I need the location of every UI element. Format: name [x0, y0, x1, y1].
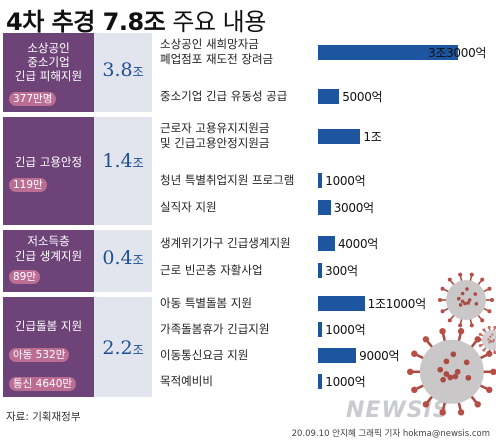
bar-value-label: 3000억: [333, 201, 374, 215]
amount-unit: 조: [132, 253, 144, 267]
bar: [318, 200, 331, 215]
item-label: 중소기업 긴급 유동성 공급: [160, 88, 288, 103]
source-note: 자료: 기획재정부: [6, 411, 81, 423]
group-panel-3: 저소득층 긴급 생계지원 89만 0.4조 생계위기가구 긴급생계지원 근로 빈곤층 자활…: [3, 230, 316, 292]
bar-value-label: 3조3000억: [428, 46, 487, 60]
group-panel-1: 소상공인 중소기업 긴급 피해지원 377만명 3.8조 소상공인 새희망자금 폐업점포 재…: [3, 33, 316, 112]
amount-number: 3.8: [102, 59, 133, 81]
bar-value-label: 4000억: [337, 237, 379, 251]
bar: [318, 263, 322, 278]
amount-unit: 조: [132, 343, 144, 357]
people-badge: 377만명: [9, 92, 57, 106]
bar: [318, 348, 357, 363]
category-name: 긴급 피해지원: [14, 69, 83, 83]
newsis-logo: NEWSIS: [346, 398, 450, 423]
bar-value-label: 300억: [325, 264, 358, 278]
chart-title: 4차 추경 7.8조 주요 내용: [6, 2, 266, 37]
coronavirus-icon: [438, 272, 494, 328]
bar: [318, 45, 458, 60]
item-label: 가족돌봄휴가 긴급지원: [160, 321, 270, 336]
category-name: 긴급 고용안정: [14, 155, 83, 169]
bar-value-label: 9000억: [359, 349, 400, 363]
bar: [318, 236, 335, 251]
people-badge: 89만: [9, 270, 41, 284]
people-badge: 119만: [9, 178, 47, 192]
title-bold: 4차 추경 7.8조: [6, 8, 166, 36]
category-box: 긴급 고용안정 119만: [3, 117, 94, 225]
coronavirus-icon: [407, 328, 496, 416]
bar: [318, 296, 365, 311]
amount-column: 1.4조: [94, 117, 152, 225]
category-box: 소상공인 중소기업 긴급 피해지원 377만명: [3, 33, 94, 112]
category-name: 긴급돌봄 지원: [14, 319, 83, 333]
item-label: 생계위기가구 긴급생계지원: [160, 235, 291, 250]
amount-column: 2.2조: [94, 297, 152, 397]
credit-line: 20.09.10 안지혜 그래픽 기자 hokma@newsis.com: [291, 429, 490, 439]
bar-value-label: 1조1000억: [367, 297, 426, 311]
people-badge: 아동 532만: [9, 348, 70, 362]
amount-column: 0.4조: [94, 230, 152, 292]
item-label: 이동통신요금 지원: [160, 347, 249, 362]
group-amount: 0.4조: [94, 247, 152, 269]
amount-unit: 조: [132, 65, 144, 79]
amount-number: 0.4: [102, 247, 133, 269]
item-label: 및 긴급고용안정지원금: [160, 136, 270, 150]
bar: [318, 89, 340, 104]
bar: [318, 374, 323, 389]
bar-value-label: 1000억: [325, 375, 366, 389]
category-name: 저소득층: [27, 234, 70, 248]
category-box: 저소득층 긴급 생계지원 89만: [3, 230, 94, 292]
coronavirus-icon: [478, 326, 496, 354]
item-label: 실직자 지원: [160, 199, 217, 214]
item-label: 폐업점포 재도전 장려금: [160, 52, 274, 66]
item-label: 소상공인 새희망자금: [160, 37, 259, 51]
group-panel-2: 긴급 고용안정 119만 1.4조 근로자 고용유지지원금 및 긴급고용안정지원금 청년 …: [3, 117, 316, 225]
title-rest: 주요 내용: [165, 8, 266, 36]
bar: [318, 173, 323, 188]
amount-column: 3.8조: [94, 33, 152, 112]
amount-number: 1.4: [102, 150, 133, 172]
bar: [318, 322, 323, 337]
amount-number: 2.2: [102, 337, 133, 359]
item-label: 근로자 고용유지지원금: [160, 121, 270, 135]
group-amount: 3.8조: [94, 59, 152, 81]
group-amount: 2.2조: [94, 337, 152, 359]
bar-value-label: 1000억: [325, 323, 366, 337]
item-label: 근로 빈곤층 자활사업: [160, 262, 263, 277]
people-badge: 통신 4640만: [9, 377, 77, 391]
group-amount: 1.4조: [94, 150, 152, 172]
bar: [318, 129, 361, 144]
amount-unit: 조: [132, 156, 144, 170]
item-label: 청년 특별취업지원 프로그램: [160, 172, 295, 187]
group-panel-4: 긴급돌봄 지원 아동 532만 통신 4640만 2.2조 아동 특별돌봄 지원 가족돌봄…: [3, 295, 316, 397]
item-label: 목적예비비: [160, 373, 213, 388]
item-label: 아동 특별돌봄 지원: [160, 295, 252, 310]
bar-value-label: 1조: [363, 130, 382, 144]
bar-value-label: 1000억: [325, 174, 366, 188]
category-name: 소상공인: [27, 41, 70, 55]
category-name: 중소기업: [27, 55, 70, 69]
bar-value-label: 5000억: [342, 90, 383, 104]
category-name: 긴급 생계지원: [14, 249, 83, 263]
